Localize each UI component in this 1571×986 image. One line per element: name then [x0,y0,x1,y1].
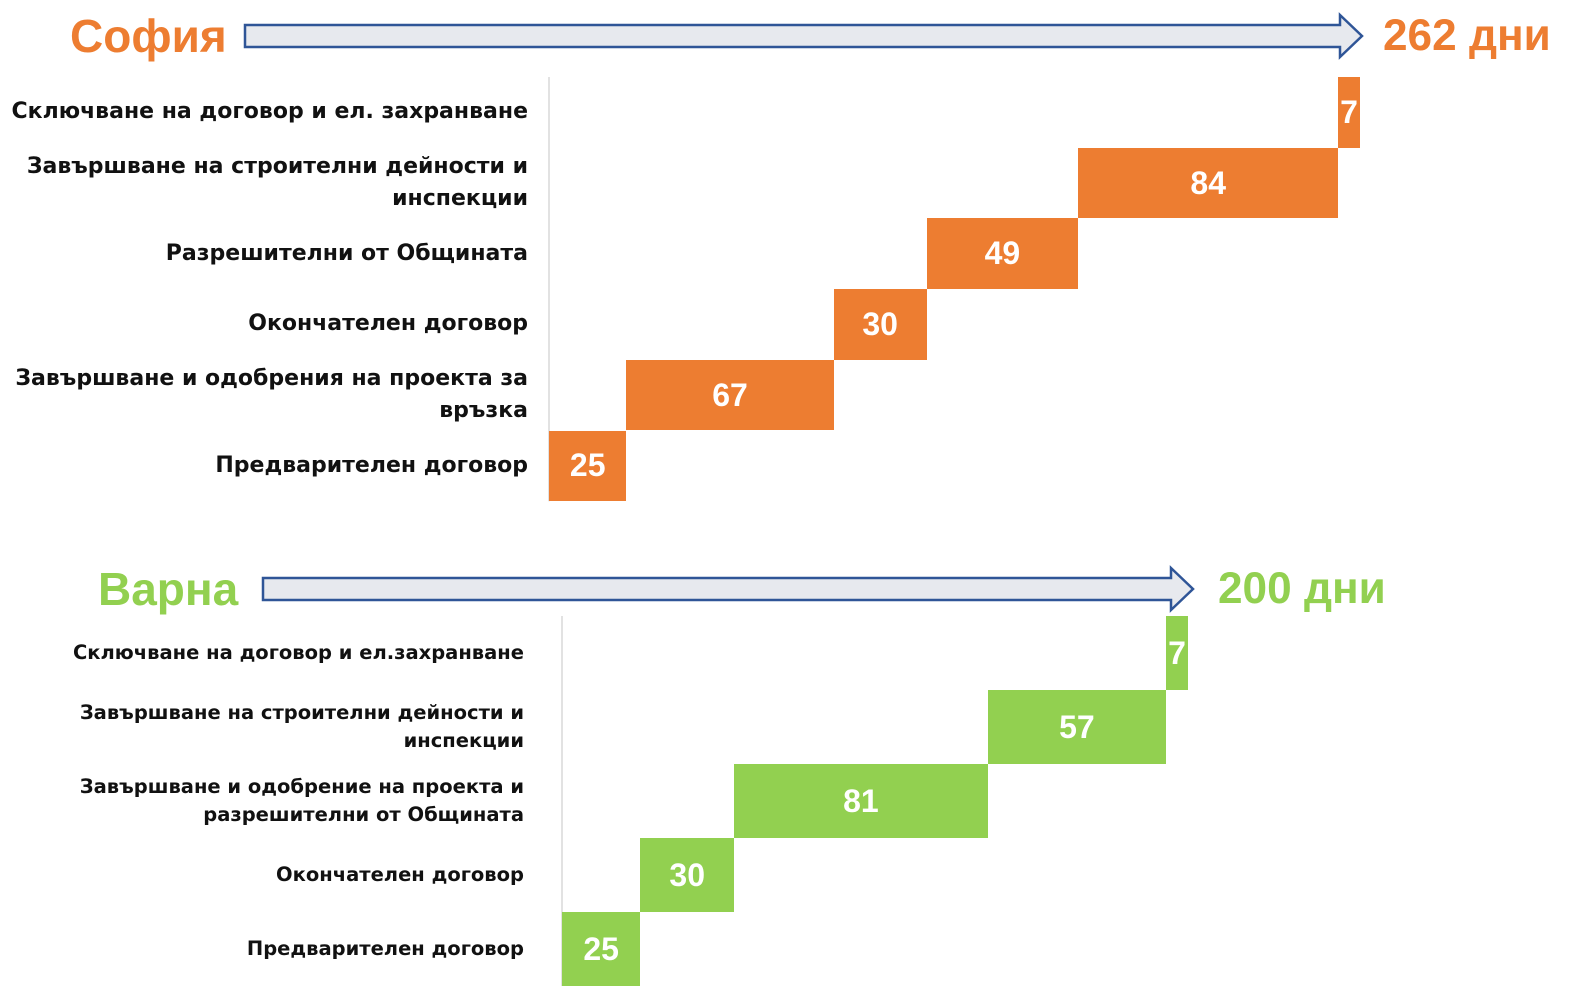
bar: 57 [987,690,1167,764]
value-label: 30 [862,305,898,342]
value-label: 57 [1059,708,1095,745]
value-label: 84 [1190,164,1227,201]
bar: 49 [926,218,1079,290]
category-label: Окончателен договор [276,862,524,886]
bar: 67 [626,359,834,431]
category-label: Завършване и одобрения на проекта за връ… [15,366,528,424]
total-label: 262 дни [1383,10,1551,60]
bar: 25 [562,912,641,986]
bar: 7 [1166,616,1188,690]
value-label: 81 [843,782,879,819]
total-label: 200 дни [1218,563,1386,613]
bar: 30 [640,838,735,912]
bar: 25 [549,430,627,502]
timeline-arrow [243,12,1364,60]
category-label: Окончателен договор [248,311,528,337]
bar: 7 [1338,77,1360,148]
category-label: Предварителен договор [246,936,524,960]
timeline-arrow [261,565,1195,613]
category-label: Завършване на строителни дейности и инсп… [26,154,528,212]
bar: 81 [734,764,988,838]
category-label: Сключване на договор и ел.захранване [72,640,524,664]
value-label: 67 [712,376,748,413]
bar: 84 [1078,147,1339,219]
value-label: 30 [669,856,705,893]
bar: 30 [833,289,927,360]
value-label: 49 [984,235,1021,272]
value-label: 25 [569,447,606,484]
chart-title: София [70,10,227,62]
category-label: Сключване на договор и ел. захранване [11,99,529,125]
category-label: Предварителен договор [215,452,528,478]
chart-title: Варна [98,563,239,615]
category-label: Разрешителни от Общината [165,240,528,266]
value-label: 7 [1340,93,1358,130]
value-label: 7 [1168,634,1186,671]
category-label: Завършване на строителни дейности и инсп… [79,700,524,752]
category-label: Завършване и одобрение на проекта и разр… [79,774,524,826]
value-label: 25 [583,930,619,967]
